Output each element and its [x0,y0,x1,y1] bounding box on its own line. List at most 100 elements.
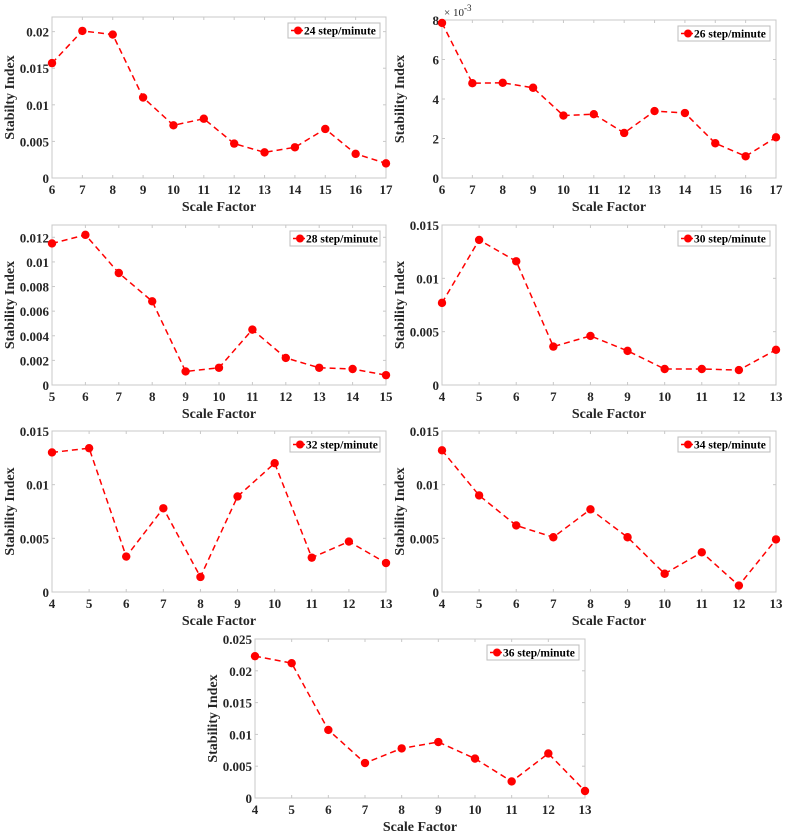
x-tick-label: 16 [739,182,753,197]
data-point [470,754,480,763]
x-tick-label: 10 [557,182,570,197]
data-point [771,535,781,544]
y-tick-label: 0 [43,171,50,186]
y-axis-label: Stability Index [206,674,221,762]
x-tick-label: 12 [342,596,355,611]
legend-box [486,644,580,661]
plot-area [51,224,387,386]
x-tick-label: 5 [86,596,93,611]
x-tick-label: 5 [49,389,56,404]
data-point [169,121,178,130]
y-tick-label: 0.015 [410,218,440,233]
data-point [586,505,595,514]
x-tick-label: 12 [732,389,745,404]
legend-label: 30 step/minute [694,234,766,246]
series-line [441,22,777,158]
y-axis-label: Stability Index [3,261,18,349]
x-tick-label: 13 [579,802,593,817]
data-point [586,331,595,341]
x-tick-label: 13 [770,596,784,611]
y-tick-label: 0.005 [410,325,440,340]
y-tick-label: 0.005 [410,531,440,546]
data-point [108,30,117,39]
x-tick-label: 17 [380,182,394,197]
data-point [324,725,333,735]
x-tick-label: 4 [49,596,56,611]
data-point [114,268,124,278]
x-tick-label: 4 [439,389,446,404]
x-tick-label: 14 [346,389,360,404]
y-tick-label: 2 [433,132,440,147]
data-point [260,148,269,157]
x-tick-label: 15 [709,182,723,197]
data-point [138,93,148,102]
x-tick-label: 7 [550,596,557,611]
data-point [650,106,659,116]
legend: 28 step/minute [289,230,381,247]
data-point [47,448,57,457]
data-point [680,108,690,118]
x-tick-label: 7 [550,389,557,404]
data-point [181,367,190,376]
plot-area [51,16,387,179]
y-tick-label: 0.006 [20,304,50,319]
data-point [474,491,484,500]
y-tick-label: 0.02 [229,664,252,679]
x-tick-label: 9 [530,182,537,197]
legend-marker-icon [684,29,692,38]
legend: 30 step/minute [677,230,771,247]
y-axis-label: Stabilty Index [3,55,18,139]
legend: 32 step/minute [289,436,381,453]
y-tick-label: 0.015 [20,424,50,439]
x-tick-label: 13 [648,182,662,197]
legend-marker-icon [493,648,501,657]
data-point [248,325,257,334]
y-tick-label: 0.01 [229,727,252,742]
legend: 34 step/minute [677,436,771,453]
plot-area [441,19,777,179]
y-axis-label: Stability Index [393,55,408,143]
y-axis-label: Stability Index [393,261,408,349]
subplot-4: 4 5 6 7 8 9 10 11 12 13 0 0.005 0.01 0.015 Scale Facto… [393,218,783,422]
x-tick-label: 12 [228,182,241,197]
data-point [321,124,330,134]
y-axis-label: Stability Index [3,467,18,555]
data-point [549,533,558,542]
x-axis-label: Scale Factor [383,820,457,834]
data-point [623,533,632,542]
data-point [507,777,516,786]
x-tick-label: 7 [116,389,123,404]
legend-box [289,230,381,247]
data-point [307,553,316,562]
subplot-7: 4 5 6 7 8 9 10 11 12 13 0 0.005 0.01 0.015 0.02 0.025 Sc… [206,632,592,834]
data-point [711,139,720,148]
y-tick-label: 0.01 [26,478,49,493]
subplot-3: 5 6 7 8 9 10 11 12 13 14 15 0 0.002 0.004 0.006 0.008 0.… [3,224,393,422]
x-axis-label: Scale Factor [572,407,646,422]
x-tick-label: 8 [109,182,116,197]
x-tick-label: 12 [618,182,631,197]
x-tick-label: 8 [197,596,204,611]
x-tick-label: 12 [732,596,745,611]
data-point [498,78,507,88]
x-axis-label: Scale Factor [572,614,646,629]
data-point [468,79,477,88]
legend-box [289,436,381,453]
data-point [270,459,279,468]
legend-box [677,436,771,453]
legend: 36 step/minute [486,644,580,661]
x-tick-label: 8 [398,802,405,817]
data-point [351,149,360,159]
data-point [381,558,391,568]
data-point [47,58,57,68]
x-tick-label: 13 [313,389,327,404]
data-point [148,297,157,306]
legend-marker-icon [294,26,302,35]
x-tick-label: 8 [587,596,594,611]
x-tick-label: 5 [476,596,483,611]
legend-marker-icon [684,234,692,243]
x-tick-label: 13 [380,596,394,611]
data-point [549,342,558,351]
plot-area [441,430,777,593]
x-tick-label: 10 [268,596,281,611]
